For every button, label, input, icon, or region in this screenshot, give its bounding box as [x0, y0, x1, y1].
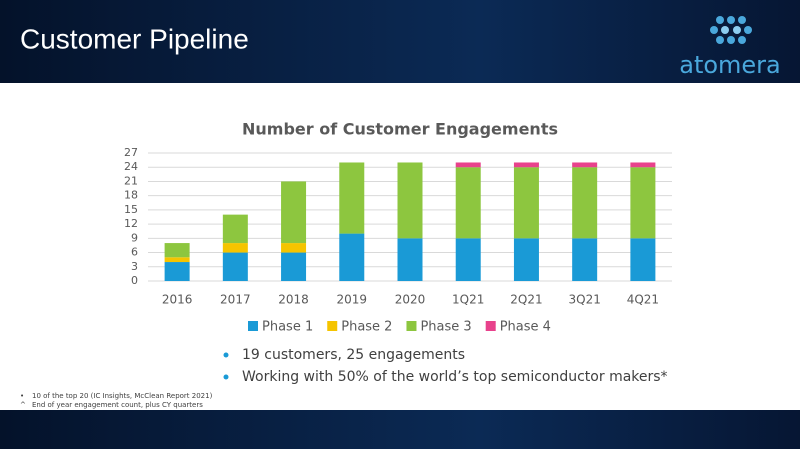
bar-segment	[281, 181, 307, 244]
bar-segment	[513, 162, 539, 168]
legend-swatch	[327, 321, 338, 331]
bar-segment	[455, 238, 481, 281]
bar-segment	[397, 238, 423, 281]
bar-segment	[222, 214, 248, 244]
bar-segment	[572, 162, 598, 168]
bar-segment	[513, 238, 539, 281]
x-tick-label: 2016	[162, 293, 193, 307]
legend-swatch	[406, 321, 417, 331]
bullet-text: 19 customers, 25 engagements	[242, 347, 465, 363]
header-band	[0, 0, 800, 83]
bar-segment	[455, 167, 481, 239]
x-tick-label: 1Q21	[452, 293, 484, 307]
bar-segment	[455, 162, 481, 168]
bar-segment	[397, 162, 423, 239]
bar-segment	[222, 252, 248, 281]
y-tick-label: 15	[124, 203, 138, 216]
footnote-text: 10 of the top 20 (IC Insights, McClean R…	[32, 392, 213, 400]
y-tick-label: 18	[124, 189, 138, 202]
bar-segment	[339, 233, 365, 281]
bar-segment	[339, 162, 365, 234]
x-tick-label: 2020	[395, 293, 426, 307]
footnote-marker: •	[20, 392, 24, 400]
bar-segment	[572, 238, 598, 281]
y-tick-label: 12	[124, 217, 138, 230]
y-tick-label: 3	[131, 260, 138, 273]
footer-band	[0, 410, 800, 449]
bar-segment	[572, 167, 598, 239]
y-tick-label: 6	[131, 246, 138, 259]
legend-swatch	[485, 321, 496, 331]
bullet-text: Working with 50% of the world’s top semi…	[242, 369, 668, 385]
bar-segment	[630, 162, 656, 168]
logo-icon	[710, 16, 752, 44]
footnote-text: End of year engagement count, plus CY qu…	[32, 401, 203, 409]
legend-swatch	[248, 321, 258, 331]
legend-label: Phase 3	[420, 320, 471, 335]
legend-label: Phase 4	[500, 320, 551, 335]
x-tick-label: 2017	[220, 293, 251, 307]
bar-segment	[164, 243, 190, 258]
x-tick-label: 2018	[278, 293, 309, 307]
bullet-dot	[223, 352, 229, 358]
y-tick-label: 0	[131, 274, 138, 287]
slide-title: Customer Pipeline	[20, 23, 249, 54]
legend-label: Phase 2	[341, 320, 392, 335]
bullet-dot	[223, 374, 229, 380]
x-tick-label: 2019	[337, 293, 368, 307]
logo-text: atomera	[679, 51, 781, 79]
x-tick-label: 3Q21	[568, 293, 600, 307]
bar-segment	[164, 262, 190, 281]
x-tick-label: 4Q21	[627, 293, 659, 307]
y-tick-label: 27	[124, 146, 138, 159]
y-tick-label: 21	[124, 174, 138, 187]
bar-segment	[513, 167, 539, 239]
footnote-marker: ^	[20, 401, 26, 409]
bar-segment	[281, 252, 307, 281]
bar-segment	[281, 243, 307, 253]
bar-segment	[630, 238, 656, 281]
bar-segment	[630, 167, 656, 239]
y-tick-label: 9	[131, 231, 138, 244]
x-tick-label: 2Q21	[510, 293, 542, 307]
bar-segment	[222, 243, 248, 253]
y-tick-label: 24	[124, 160, 138, 173]
chart-title: Number of Customer Engagements	[242, 120, 558, 139]
bar-segment	[164, 257, 190, 263]
legend-label: Phase 1	[262, 320, 313, 335]
